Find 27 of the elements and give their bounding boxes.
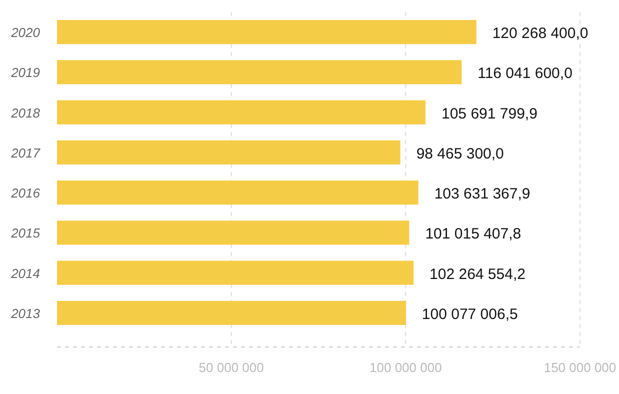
y-tick-label: 2020 bbox=[10, 25, 41, 40]
y-tick-label: 2013 bbox=[10, 306, 41, 321]
data-label: 105 691 799,9 bbox=[442, 105, 538, 122]
x-tick-label: 50 000 000 bbox=[198, 360, 264, 375]
data-label: 116 041 600,0 bbox=[478, 65, 572, 82]
x-tick-label: 150 000 000 bbox=[544, 360, 616, 375]
y-tick-label: 2015 bbox=[10, 226, 41, 241]
bar bbox=[57, 20, 476, 44]
y-tick-label: 2016 bbox=[10, 186, 41, 201]
y-tick-label: 2014 bbox=[10, 266, 40, 281]
data-label: 120 268 400,0 bbox=[492, 25, 588, 42]
bar bbox=[57, 260, 414, 285]
bar bbox=[57, 140, 400, 164]
data-label: 100 077 006,5 bbox=[422, 306, 518, 323]
bar bbox=[57, 220, 410, 245]
data-label: 101 015 407,8 bbox=[425, 226, 522, 243]
bar bbox=[57, 300, 406, 325]
y-tick-label: 2018 bbox=[10, 105, 41, 120]
data-label: 102 264 554,2 bbox=[430, 266, 526, 283]
y-tick-label: 2017 bbox=[10, 145, 41, 160]
bar bbox=[57, 60, 462, 84]
data-label: 103 631 367,9 bbox=[434, 186, 530, 203]
data-label: 98 465 300,0 bbox=[416, 145, 504, 162]
bar bbox=[57, 100, 426, 124]
bar bbox=[57, 180, 418, 205]
y-tick-label: 2019 bbox=[10, 65, 40, 80]
x-tick-label: 100 000 000 bbox=[370, 360, 442, 375]
